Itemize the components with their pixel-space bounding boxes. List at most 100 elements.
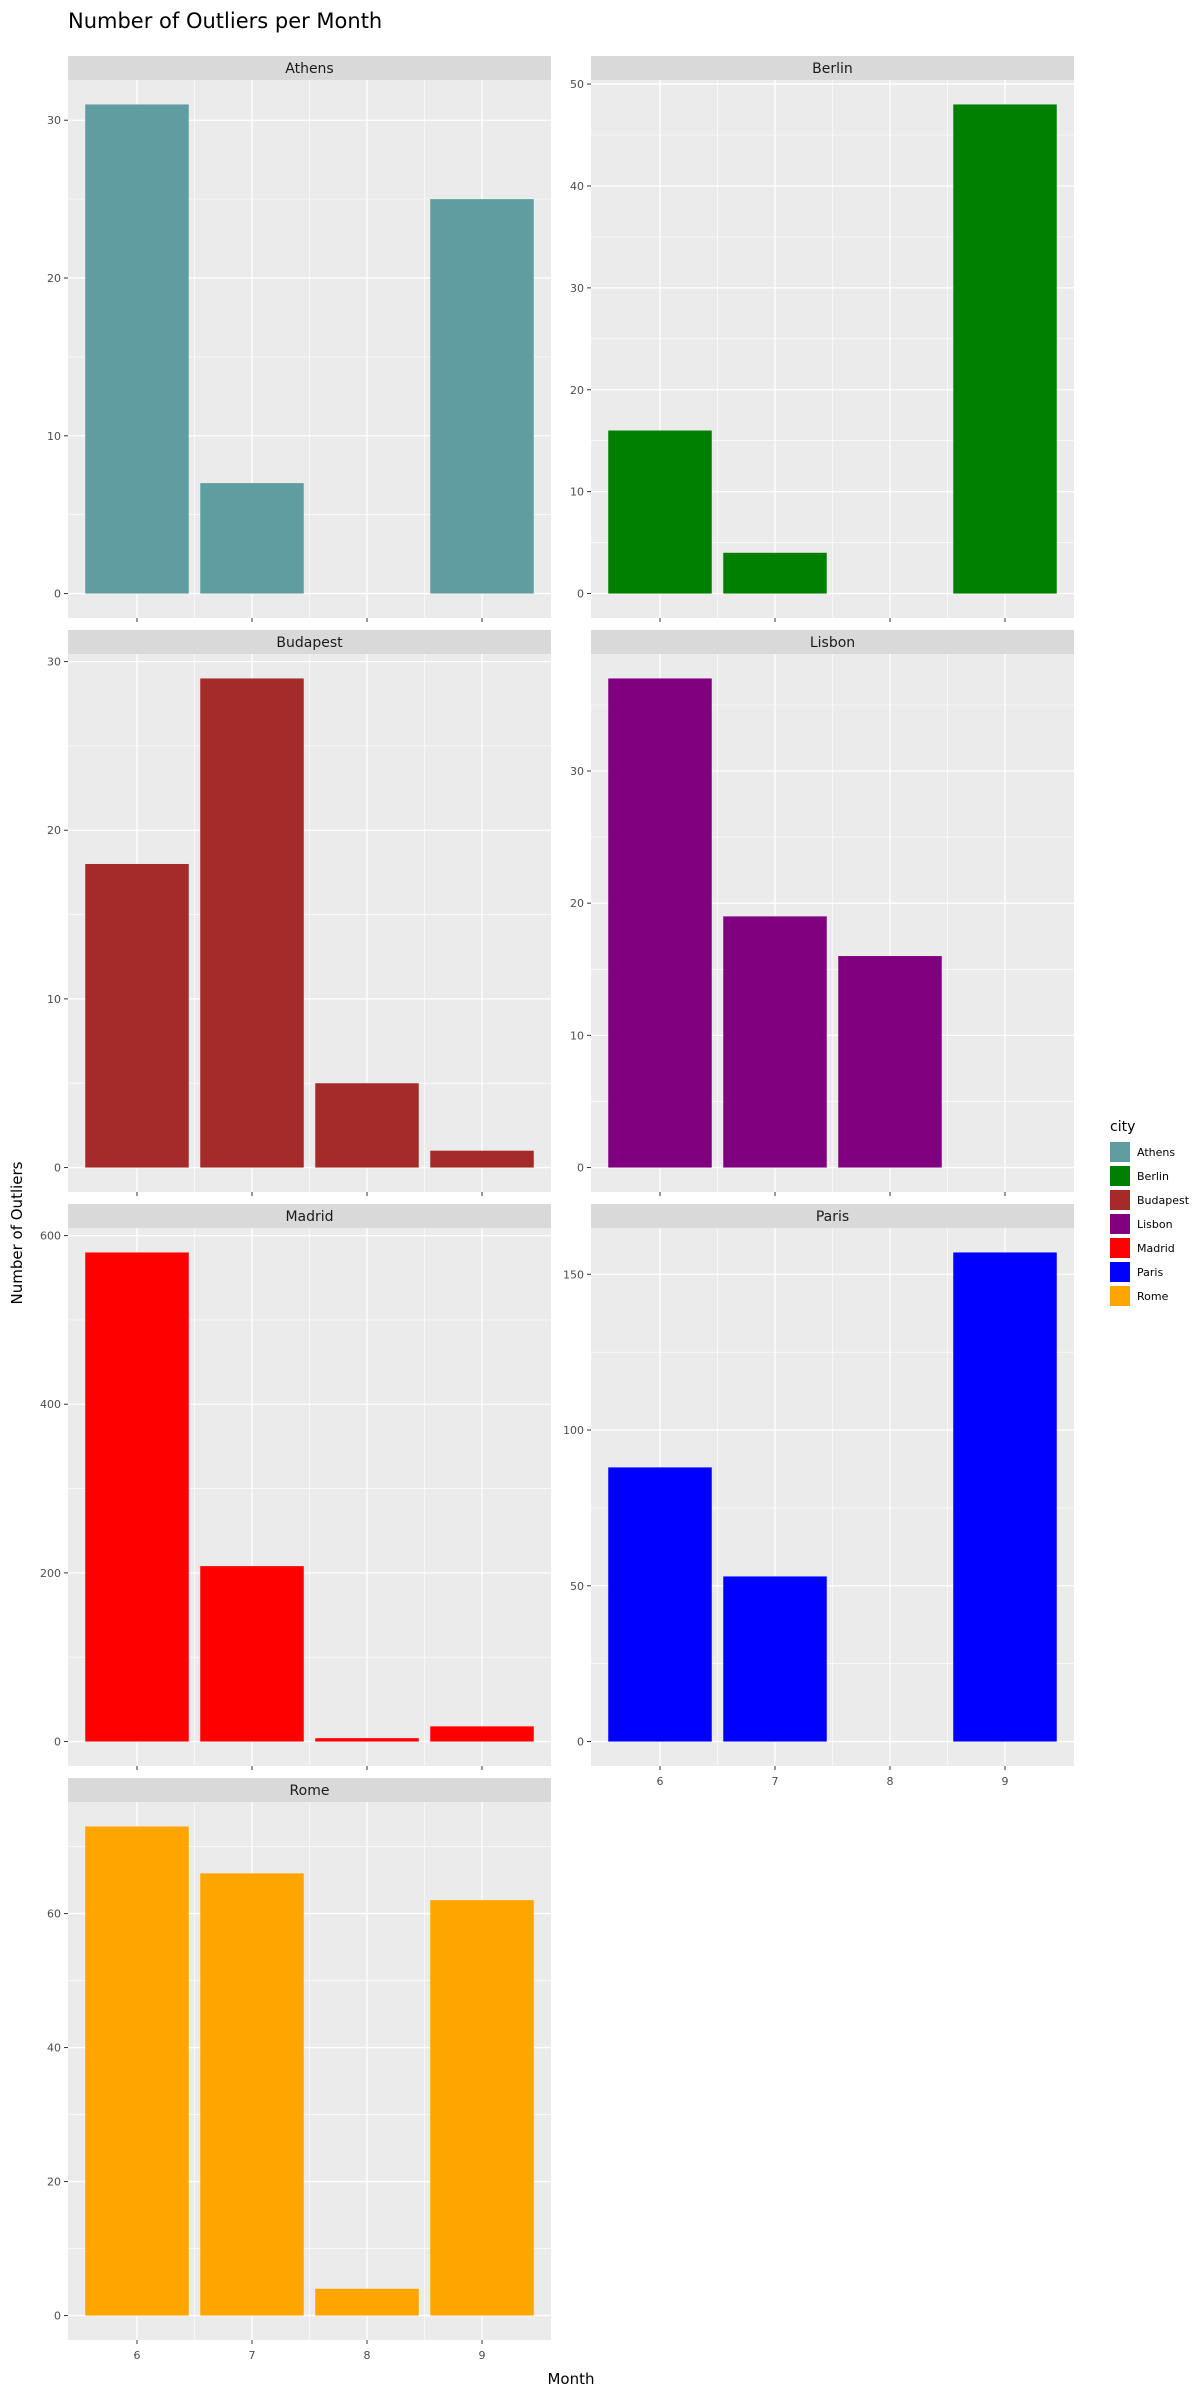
facet-strip-berlin bbox=[591, 56, 1074, 80]
legend-swatch bbox=[1110, 1286, 1130, 1306]
bar-budapest-month-8 bbox=[315, 1083, 419, 1168]
legend-item-paris: Paris bbox=[1110, 1262, 1163, 1282]
x-tick-label: 8 bbox=[364, 2349, 371, 2362]
y-tick-label: 10 bbox=[570, 486, 584, 499]
bar-madrid-month-7 bbox=[200, 1566, 304, 1742]
bar-madrid-month-6 bbox=[85, 1252, 189, 1742]
facet-label-budapest: Budapest bbox=[276, 635, 343, 651]
y-tick-label: 0 bbox=[54, 2310, 61, 2323]
legend-label: Berlin bbox=[1137, 1170, 1169, 1183]
y-tick-label: 400 bbox=[40, 1398, 61, 1411]
legend-label: Madrid bbox=[1137, 1242, 1175, 1255]
facet-strip-budapest bbox=[68, 630, 551, 654]
facet-strip-paris bbox=[591, 1204, 1074, 1228]
bar-budapest-month-9 bbox=[430, 1150, 534, 1168]
bar-athens-month-6 bbox=[85, 104, 189, 594]
y-tick-label: 50 bbox=[570, 78, 584, 91]
y-tick-label: 0 bbox=[54, 1162, 61, 1175]
x-tick-label: 9 bbox=[479, 2349, 486, 2362]
x-tick-label: 6 bbox=[134, 2349, 141, 2362]
y-tick-label: 30 bbox=[47, 114, 61, 127]
y-tick-label: 600 bbox=[40, 1230, 61, 1243]
y-tick-label: 30 bbox=[570, 765, 584, 778]
x-axis-title: Month bbox=[547, 2370, 594, 2388]
y-tick-label: 20 bbox=[570, 384, 584, 397]
bar-paris-month-6 bbox=[608, 1467, 712, 1742]
legend-item-berlin: Berlin bbox=[1110, 1166, 1169, 1186]
bar-berlin-month-9 bbox=[953, 104, 1057, 594]
y-tick-label: 20 bbox=[570, 897, 584, 910]
y-tick-label: 20 bbox=[47, 2176, 61, 2189]
legend-swatch bbox=[1110, 1190, 1130, 1210]
bar-lisbon-month-7 bbox=[723, 916, 827, 1168]
panel-paris: Paris 0 50 100 150 6 7 8 9 bbox=[563, 1204, 1074, 1788]
bar-lisbon-month-6 bbox=[608, 678, 712, 1168]
bar-rome-month-9 bbox=[430, 1900, 534, 2316]
facet-label-berlin: Berlin bbox=[812, 61, 853, 77]
x-tick-label: 6 bbox=[657, 1775, 664, 1788]
bar-rome-month-7 bbox=[200, 1873, 304, 2316]
facet-label-rome: Rome bbox=[290, 1783, 330, 1799]
panel-berlin: Berlin 0 10 20 30 40 50 bbox=[570, 56, 1074, 622]
legend-label: Athens bbox=[1137, 1146, 1175, 1159]
legend-label: Rome bbox=[1137, 1290, 1169, 1303]
panel-rome: Rome 0 20 40 60 6 7 8 9 bbox=[47, 1778, 551, 2362]
y-tick-label: 100 bbox=[563, 1424, 584, 1437]
y-tick-label: 200 bbox=[40, 1567, 61, 1580]
x-tick-label: 7 bbox=[772, 1775, 779, 1788]
bar-budapest-month-6 bbox=[85, 863, 189, 1168]
bar-budapest-month-7 bbox=[200, 678, 304, 1168]
panel-madrid: Madrid 0 200 400 600 bbox=[40, 1204, 551, 1770]
y-tick-label: 40 bbox=[47, 2042, 61, 2055]
facet-strip-rome bbox=[68, 1778, 551, 1802]
y-tick-label: 10 bbox=[570, 1029, 584, 1042]
legend-swatch bbox=[1110, 1142, 1130, 1162]
legend-swatch bbox=[1110, 1238, 1130, 1258]
facet-label-paris: Paris bbox=[816, 1209, 849, 1225]
x-tick-label: 7 bbox=[249, 2349, 256, 2362]
bar-berlin-month-6 bbox=[608, 430, 712, 594]
y-tick-label: 30 bbox=[570, 282, 584, 295]
y-tick-label: 0 bbox=[577, 1736, 584, 1749]
legend-swatch bbox=[1110, 1214, 1130, 1234]
y-tick-label: 40 bbox=[570, 180, 584, 193]
bar-athens-month-9 bbox=[430, 199, 534, 594]
panel-budapest: Budapest 0 10 20 30 bbox=[47, 630, 551, 1196]
legend-item-budapest: Budapest bbox=[1110, 1190, 1190, 1210]
y-tick-label: 30 bbox=[47, 656, 61, 669]
y-axis-title: Number of Outliers bbox=[8, 1161, 26, 1304]
chart-title: Number of Outliers per Month bbox=[68, 9, 382, 33]
y-tick-label: 0 bbox=[577, 1162, 584, 1175]
facet-strip-madrid bbox=[68, 1204, 551, 1228]
legend-item-lisbon: Lisbon bbox=[1110, 1214, 1173, 1234]
y-tick-label: 20 bbox=[47, 272, 61, 285]
bar-lisbon-month-8 bbox=[838, 956, 942, 1168]
bar-paris-month-7 bbox=[723, 1576, 827, 1742]
bar-athens-month-7 bbox=[200, 483, 304, 594]
legend-label: Budapest bbox=[1137, 1194, 1190, 1207]
legend-item-athens: Athens bbox=[1110, 1142, 1175, 1162]
facet-strip-athens bbox=[68, 56, 551, 80]
y-tick-label: 60 bbox=[47, 1908, 61, 1921]
y-tick-label: 150 bbox=[563, 1268, 584, 1281]
bar-berlin-month-7 bbox=[723, 552, 827, 594]
panel-lisbon: Lisbon 0 10 20 30 bbox=[570, 630, 1074, 1196]
facet-strip-lisbon bbox=[591, 630, 1074, 654]
x-tick-label: 8 bbox=[887, 1775, 894, 1788]
legend-swatch bbox=[1110, 1166, 1130, 1186]
x-tick-label: 9 bbox=[1002, 1775, 1009, 1788]
y-tick-label: 0 bbox=[54, 588, 61, 601]
bar-paris-month-9 bbox=[953, 1252, 1057, 1742]
legend-title: city bbox=[1110, 1119, 1135, 1135]
legend-item-rome: Rome bbox=[1110, 1286, 1169, 1306]
legend-swatch bbox=[1110, 1262, 1130, 1282]
facet-panels: Athens 0 10 20 30 Berlin 0 10 20 30 40 50 Budapest 0 1… bbox=[40, 56, 1074, 2362]
facet-label-lisbon: Lisbon bbox=[810, 635, 855, 651]
legend-label: Paris bbox=[1137, 1266, 1163, 1279]
y-tick-label: 20 bbox=[47, 824, 61, 837]
y-tick-label: 0 bbox=[54, 1736, 61, 1749]
bar-rome-month-6 bbox=[85, 1826, 189, 2316]
